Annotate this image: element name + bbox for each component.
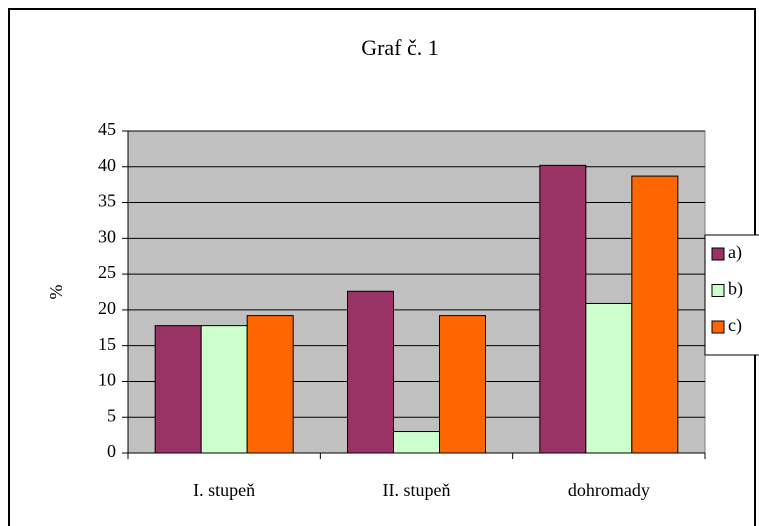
legend-label: b) <box>728 279 743 300</box>
legend-swatch <box>711 247 725 261</box>
y-tick-label: 10 <box>98 370 116 390</box>
y-tick-label: 15 <box>98 334 116 354</box>
bar <box>246 315 294 454</box>
bar <box>393 431 440 454</box>
x-tick-label: dohromady <box>568 480 650 500</box>
y-tick-label: 45 <box>98 119 116 139</box>
bar <box>585 302 633 454</box>
y-tick-label: 20 <box>98 298 116 318</box>
x-tick-label: II. stupeň <box>383 480 451 500</box>
legend-swatch <box>711 320 725 334</box>
bar <box>439 315 486 454</box>
legend-label: a) <box>728 242 742 263</box>
legend-label: c) <box>728 315 742 336</box>
bar <box>347 290 394 454</box>
legend-swatch <box>711 284 725 297</box>
y-tick-label: 30 <box>98 226 116 246</box>
bar <box>154 325 202 454</box>
y-tick-label: 5 <box>107 405 116 425</box>
chart-title: Graf č. 1 <box>361 35 439 60</box>
x-tick-label: I. stupeň <box>193 480 255 500</box>
bar <box>631 175 679 454</box>
y-axis-label: % <box>46 285 66 300</box>
y-tick-label: 0 <box>107 441 116 461</box>
y-tick-label: 35 <box>98 191 116 211</box>
bar <box>200 325 248 454</box>
bar <box>539 164 587 454</box>
y-tick-label: 40 <box>98 155 116 175</box>
y-tick-label: 25 <box>98 262 116 282</box>
